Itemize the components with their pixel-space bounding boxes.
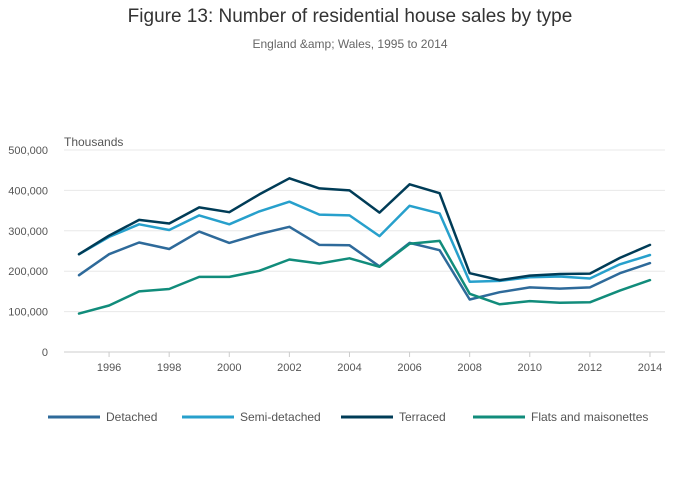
x-tick-label: 2014 (638, 362, 662, 374)
series-lines (77, 177, 652, 315)
series-line-detached (77, 225, 652, 301)
legend-label-terraced: Terraced (399, 410, 446, 424)
x-tick-label: 2010 (518, 362, 542, 374)
y-tick-label: 300,000 (8, 226, 48, 238)
y-axis-ticks: 0 100,000 200,000 300,000 400,000 500,000 (8, 145, 48, 359)
legend-label-semi-detached: Semi-detached (240, 410, 321, 424)
x-tick-label: 1998 (157, 362, 181, 374)
series-line-flats-and-maisonettes (77, 239, 652, 315)
grid-lines (64, 149, 665, 353)
chart-subtitle: England &amp; Wales, 1995 to 2014 (252, 37, 448, 51)
series-line-semi-detached (77, 200, 652, 283)
x-axis-ticks: 1996 1998 2000 2002 2004 2006 2008 2010 2012 2014 (97, 352, 662, 374)
x-tick-label: 2000 (217, 362, 241, 374)
legend: Detached Semi-detached Terraced Flats and m… (48, 410, 648, 424)
x-tick-label: 2004 (337, 362, 361, 374)
x-tick-label: 2002 (277, 362, 301, 374)
legend-label-detached: Detached (106, 410, 157, 424)
chart-title: Figure 13: Number of residential house s… (127, 6, 573, 27)
x-tick-label: 2008 (457, 362, 481, 374)
y-tick-label: 200,000 (8, 266, 48, 278)
y-tick-label: 0 (42, 347, 48, 359)
y-tick-label: 400,000 (8, 185, 48, 197)
x-tick-label: 1996 (97, 362, 121, 374)
x-tick-label: 2012 (578, 362, 602, 374)
legend-label-flats-and-maisonettes: Flats and maisonettes (531, 410, 648, 424)
y-tick-label: 500,000 (8, 145, 48, 157)
y-tick-label: 100,000 (8, 307, 48, 319)
series-line-terraced (77, 177, 652, 282)
y-axis-label: Thousands (64, 135, 123, 149)
x-tick-label: 2006 (397, 362, 421, 374)
